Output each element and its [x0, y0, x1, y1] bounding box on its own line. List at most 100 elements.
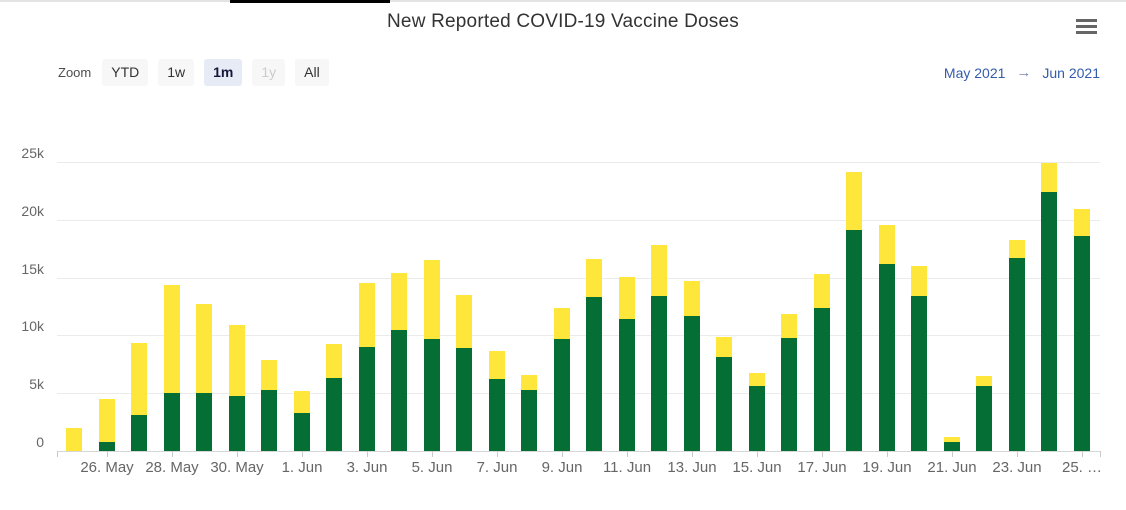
bar-yellow-23-jun[interactable] — [1008, 240, 1025, 258]
bar-yellow-8-jun[interactable] — [521, 375, 538, 390]
bar-green-31-may[interactable] — [261, 390, 278, 451]
bar-yellow-10-jun[interactable] — [586, 259, 603, 297]
hamburger-bar — [1076, 25, 1097, 28]
bar-green-24-jun[interactable] — [1041, 192, 1058, 451]
bar-green-11-jun[interactable] — [618, 319, 635, 451]
bar-green-18-jun[interactable] — [846, 230, 863, 451]
zoom-button-1y[interactable]: 1y — [252, 59, 286, 86]
bar-green-16-jun[interactable] — [781, 338, 798, 451]
y-axis-label: 10k — [21, 318, 44, 334]
bar-green-4-jun[interactable] — [391, 330, 408, 451]
bar-yellow-25-may[interactable] — [66, 428, 83, 451]
x-axis-tick — [692, 451, 693, 457]
x-axis-tick — [822, 451, 823, 457]
hamburger-bar — [1076, 31, 1097, 34]
bar-yellow-26-may[interactable] — [98, 399, 115, 442]
bar-yellow-5-jun[interactable] — [423, 260, 440, 339]
range-from-input[interactable]: May 2021 — [943, 64, 1006, 81]
x-axis-edge-tick — [57, 451, 58, 457]
bar-yellow-15-jun[interactable] — [748, 373, 765, 386]
bar-green-5-jun[interactable] — [423, 339, 440, 451]
range-to-input[interactable]: Jun 2021 — [1042, 64, 1100, 81]
y-axis-label: 20k — [21, 203, 44, 219]
bar-green-1-jun[interactable] — [293, 413, 310, 451]
bar-yellow-27-may[interactable] — [131, 343, 148, 415]
x-axis-tick — [172, 451, 173, 457]
bar-yellow-25-jun[interactable] — [1073, 209, 1090, 236]
x-axis-label: 17. Jun — [797, 459, 847, 476]
bar-green-13-jun[interactable] — [683, 316, 700, 451]
date-range-selector: May 2021 → Jun 2021 — [944, 64, 1100, 81]
zoom-button-all[interactable]: All — [295, 59, 329, 86]
bar-yellow-28-may[interactable] — [163, 285, 180, 393]
bar-yellow-6-jun[interactable] — [456, 295, 473, 348]
bar-green-8-jun[interactable] — [521, 390, 538, 451]
bar-green-21-jun[interactable] — [943, 442, 960, 451]
bar-green-25-jun[interactable] — [1073, 236, 1090, 451]
y-axis-label: 0 — [36, 434, 44, 450]
gridline-15k — [57, 278, 1100, 279]
bar-yellow-7-jun[interactable] — [488, 351, 505, 379]
x-axis-label: 28. May — [145, 459, 199, 476]
bar-green-12-jun[interactable] — [651, 296, 668, 451]
bar-yellow-3-jun[interactable] — [358, 283, 375, 347]
gridline-20k — [57, 220, 1100, 221]
bar-green-29-may[interactable] — [196, 393, 213, 451]
bar-yellow-14-jun[interactable] — [716, 337, 733, 357]
x-axis-label: 25. … — [1061, 459, 1103, 476]
bar-green-6-jun[interactable] — [456, 348, 473, 451]
bar-green-22-jun[interactable] — [976, 386, 993, 451]
bar-yellow-1-jun[interactable] — [293, 391, 310, 413]
bar-green-14-jun[interactable] — [716, 357, 733, 451]
gridline-5k — [57, 393, 1100, 394]
bar-green-10-jun[interactable] — [586, 297, 603, 451]
zoom-button-1w[interactable]: 1w — [158, 59, 195, 86]
bar-yellow-11-jun[interactable] — [618, 277, 635, 319]
zoom-button-1m[interactable]: 1m — [204, 59, 243, 86]
x-axis-tick — [952, 451, 953, 457]
bar-green-2-jun[interactable] — [326, 378, 343, 451]
bar-yellow-13-jun[interactable] — [683, 281, 700, 316]
bar-green-27-may[interactable] — [131, 415, 148, 451]
x-axis-tick — [887, 451, 888, 457]
bar-green-9-jun[interactable] — [553, 339, 570, 451]
bar-yellow-4-jun[interactable] — [391, 273, 408, 330]
bar-yellow-18-jun[interactable] — [846, 172, 863, 230]
bar-yellow-19-jun[interactable] — [878, 225, 895, 264]
bar-green-20-jun[interactable] — [911, 296, 928, 451]
x-axis-label: 15. Jun — [732, 459, 782, 476]
bar-yellow-22-jun[interactable] — [976, 376, 993, 386]
bar-green-19-jun[interactable] — [878, 264, 895, 451]
bar-green-26-may[interactable] — [98, 442, 115, 451]
zoom-button-ytd[interactable]: YTD — [102, 59, 149, 86]
bar-yellow-21-jun[interactable] — [943, 437, 960, 442]
bar-yellow-12-jun[interactable] — [651, 245, 668, 296]
bar-green-28-may[interactable] — [163, 393, 180, 451]
x-axis-tick — [367, 451, 368, 457]
bar-green-30-may[interactable] — [228, 396, 245, 451]
bar-yellow-20-jun[interactable] — [911, 266, 928, 296]
hamburger-menu-icon[interactable] — [1076, 19, 1097, 34]
bar-yellow-17-jun[interactable] — [813, 274, 830, 308]
bar-yellow-2-jun[interactable] — [326, 344, 343, 378]
x-axis-label: 11. Jun — [602, 459, 652, 476]
gridline-25k — [57, 162, 1100, 163]
x-axis-tick — [302, 451, 303, 457]
bar-green-7-jun[interactable] — [488, 379, 505, 451]
bar-green-17-jun[interactable] — [813, 308, 830, 451]
bar-green-3-jun[interactable] — [358, 347, 375, 451]
chart-title: New Reported COVID-19 Vaccine Doses — [387, 11, 739, 32]
x-axis-tick — [562, 451, 563, 457]
bar-yellow-24-jun[interactable] — [1041, 163, 1058, 192]
x-axis-tick — [627, 451, 628, 457]
bar-yellow-31-may[interactable] — [261, 360, 278, 390]
bar-yellow-16-jun[interactable] — [781, 314, 798, 338]
bar-yellow-29-may[interactable] — [196, 304, 213, 393]
bar-green-15-jun[interactable] — [748, 386, 765, 451]
x-axis-tick — [1082, 451, 1083, 457]
bar-yellow-30-may[interactable] — [228, 325, 245, 396]
bar-green-23-jun[interactable] — [1008, 258, 1025, 451]
bar-yellow-9-jun[interactable] — [553, 308, 570, 339]
y-axis-label: 15k — [21, 261, 44, 277]
